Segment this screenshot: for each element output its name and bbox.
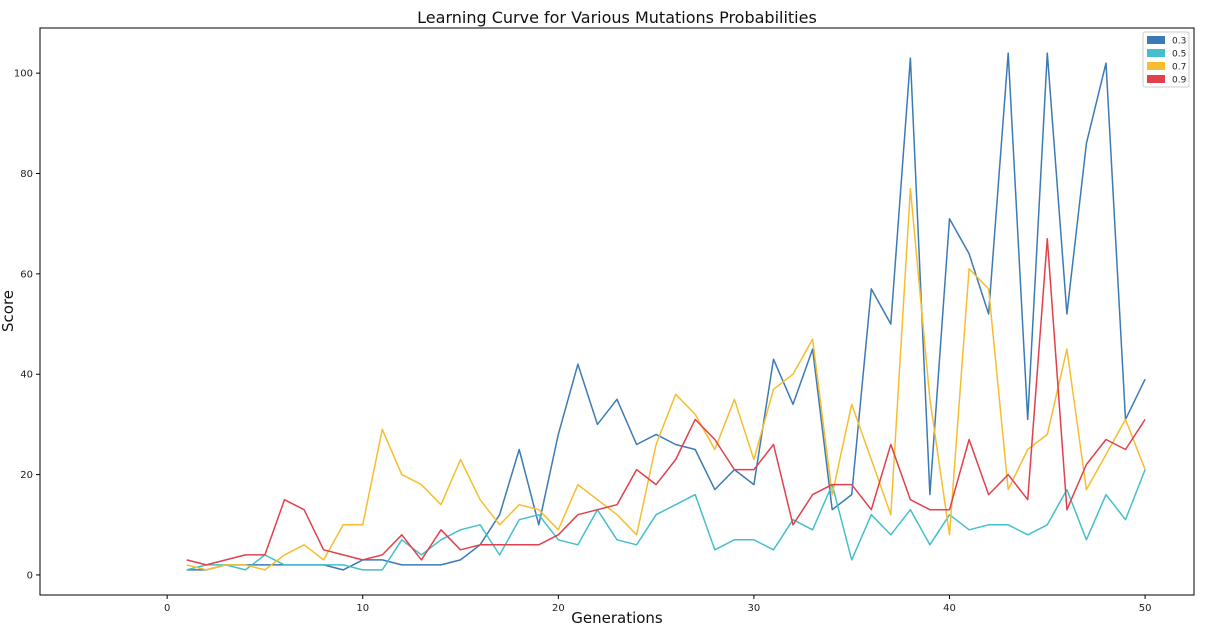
legend-label: 0.9 bbox=[1172, 76, 1187, 86]
y-tick-label: 60 bbox=[20, 269, 33, 280]
legend-frame bbox=[1142, 31, 1190, 88]
x-tick-label: 40 bbox=[943, 603, 956, 614]
legend-label: 0.3 bbox=[1172, 37, 1186, 47]
x-axis-ticks: 0 10 20 30 40 50 bbox=[164, 595, 1152, 614]
legend-label: 0.7 bbox=[1172, 63, 1186, 73]
legend: 0.3 0.5 0.7 0.9 bbox=[1142, 31, 1190, 88]
x-tick-label: 50 bbox=[1139, 603, 1152, 614]
plot-area-frame bbox=[39, 27, 1195, 596]
y-tick-label: 40 bbox=[20, 370, 33, 381]
series-line-0-9 bbox=[186, 237, 1146, 566]
y-axis-label: Score bbox=[0, 290, 17, 332]
series-line-0-5 bbox=[186, 469, 1146, 571]
legend-swatch bbox=[1147, 36, 1165, 44]
y-tick-label: 100 bbox=[14, 69, 33, 80]
x-axis-label: Generations bbox=[571, 609, 663, 627]
series-line-0-3 bbox=[186, 52, 1146, 571]
y-axis-ticks: 0 20 40 60 80 100 bbox=[14, 69, 40, 581]
y-tick-label: 80 bbox=[20, 169, 33, 180]
x-tick-label: 30 bbox=[748, 603, 761, 614]
x-tick-label: 20 bbox=[552, 603, 565, 614]
series-line-0-7 bbox=[186, 187, 1146, 571]
legend-label: 0.5 bbox=[1172, 50, 1186, 60]
x-tick-label: 0 bbox=[164, 603, 170, 614]
chart-title: Learning Curve for Various Mutations Pro… bbox=[417, 8, 817, 27]
legend-swatch bbox=[1147, 62, 1165, 70]
series-lines bbox=[186, 52, 1146, 571]
y-tick-label: 20 bbox=[20, 470, 33, 481]
legend-swatch bbox=[1147, 49, 1165, 57]
x-tick-label: 10 bbox=[356, 603, 369, 614]
legend-swatch bbox=[1147, 75, 1165, 83]
y-tick-label: 0 bbox=[27, 570, 33, 581]
